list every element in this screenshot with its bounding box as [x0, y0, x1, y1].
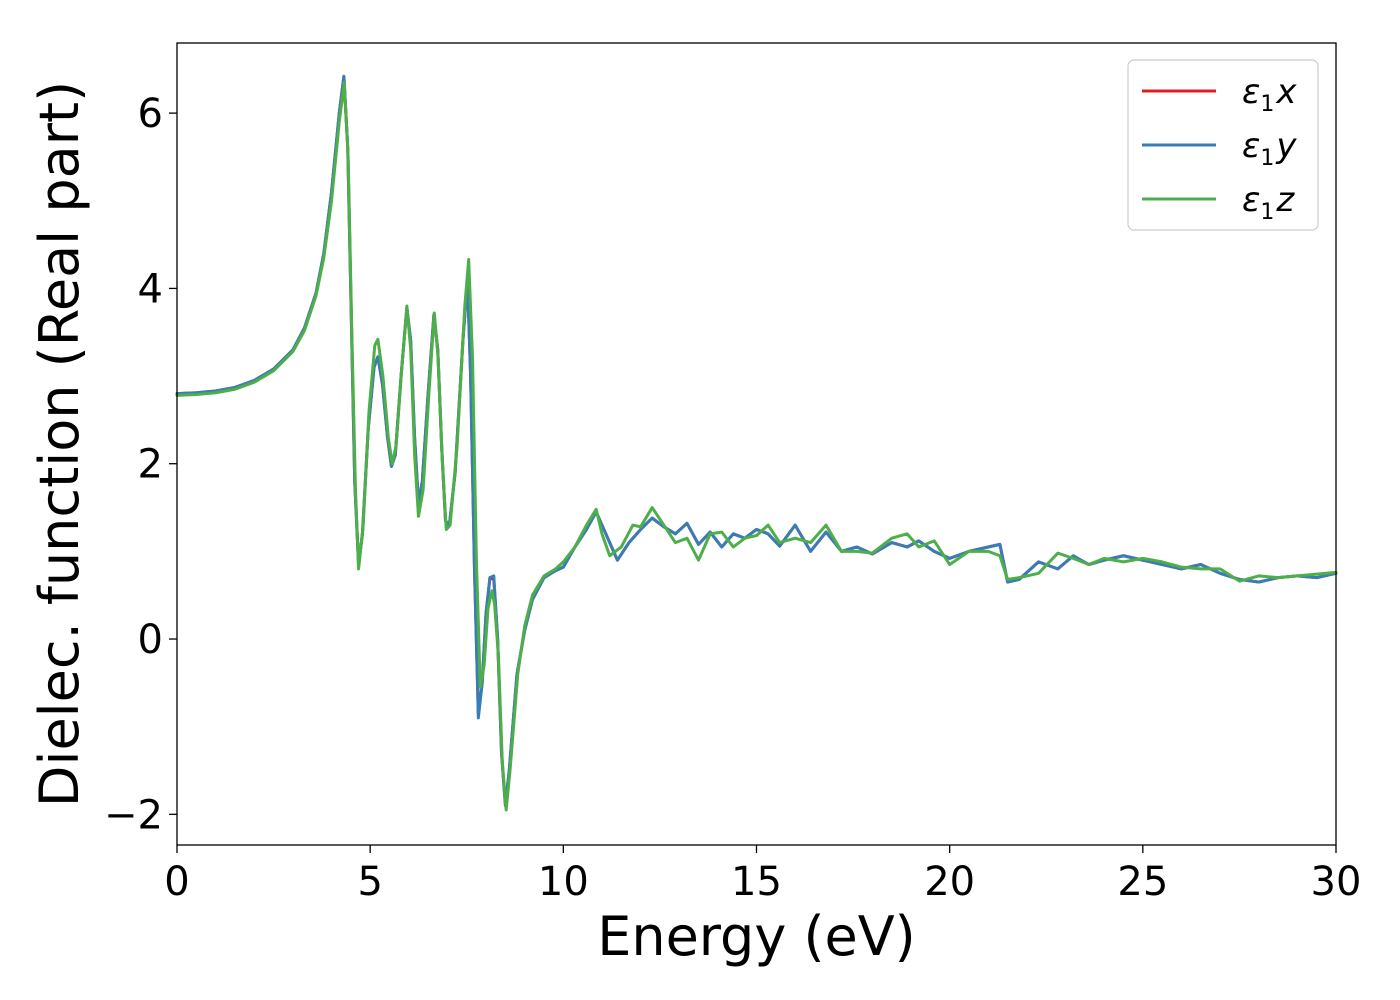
x-tick-label: 10: [538, 859, 589, 905]
y-axis-label: Dielec. function (Real part): [28, 81, 91, 807]
y-tick-label: 0: [138, 617, 163, 663]
x-axis-label: Energy (eV): [597, 905, 916, 968]
x-tick-label: 20: [924, 859, 975, 905]
series-line-2: [175, 80, 1338, 812]
y-axis-ticks: −2 0 2 4 6: [104, 91, 177, 838]
legend-label-0: ε1x: [1242, 72, 1297, 117]
x-tick-label: 0: [164, 859, 189, 905]
legend-box: [1127, 59, 1319, 231]
x-tick-label: 30: [1311, 859, 1362, 905]
y-tick-label: 6: [138, 91, 163, 137]
x-tick-label: 15: [731, 859, 782, 905]
y-tick-label: −2: [104, 792, 163, 838]
legend: ε1x ε1y ε1z: [1127, 59, 1319, 231]
x-tick-label: 25: [1117, 859, 1168, 905]
plot-lines: [175, 74, 1338, 812]
legend-label-1: ε1y: [1242, 126, 1297, 171]
y-tick-label: 2: [138, 442, 163, 488]
legend-label-2: ε1z: [1242, 180, 1295, 225]
y-tick-label: 4: [138, 266, 163, 312]
x-tick-label: 5: [357, 859, 382, 905]
x-axis-ticks: 0 5 10 15 20 25 30: [164, 845, 1361, 905]
